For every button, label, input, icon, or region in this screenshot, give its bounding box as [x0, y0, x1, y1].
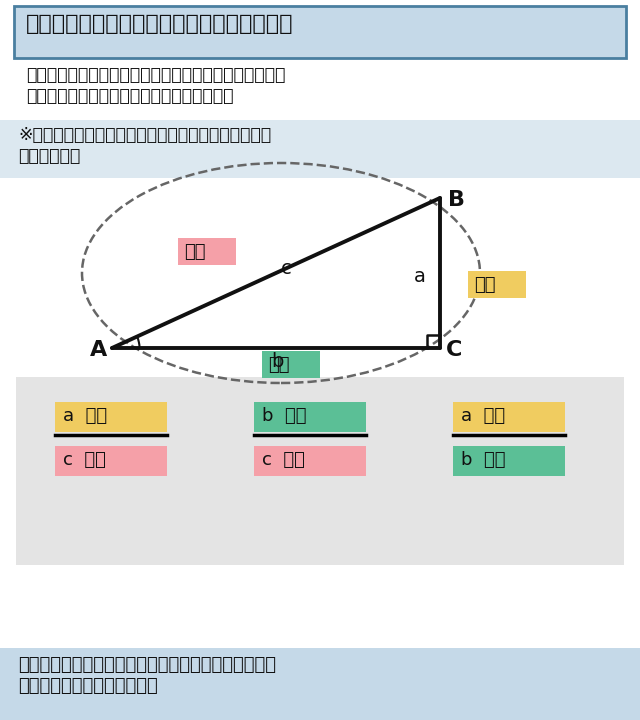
- Bar: [55, 446, 167, 476]
- Text: C: C: [446, 340, 462, 360]
- Text: 直角三角形の３辺のうち、２辺の比の値を考えたとき、
以下の３通りの比の値を得ることができる。: 直角三角形の３辺のうち、２辺の比の値を考えたとき、 以下の３通りの比の値を得るこ…: [26, 66, 285, 105]
- Bar: [55, 402, 167, 432]
- Text: b: b: [271, 352, 284, 371]
- Bar: [0, 180, 640, 370]
- Text: 斜辺: 斜辺: [184, 243, 205, 261]
- Text: これらの比の値はまとめて「三角比」と呼ばれ、相似
の関係にあれば等しくなる。: これらの比の値はまとめて「三角比」と呼ばれ、相似 の関係にあれば等しくなる。: [18, 656, 276, 695]
- Text: a  高さ: a 高さ: [63, 407, 107, 425]
- Bar: [453, 446, 565, 476]
- Bar: [453, 402, 565, 432]
- Text: b  底辺: b 底辺: [262, 407, 307, 425]
- Text: 三角比：直角三角形の２辺の比の値のこと。: 三角比：直角三角形の２辺の比の値のこと。: [26, 14, 294, 34]
- Bar: [0, 120, 640, 178]
- Bar: [254, 402, 366, 432]
- Bar: [0, 60, 640, 118]
- Text: 底辺: 底辺: [268, 356, 289, 374]
- Bar: [178, 238, 236, 265]
- Text: a  高さ: a 高さ: [461, 407, 505, 425]
- Text: c  斜辺: c 斜辺: [262, 451, 305, 469]
- Text: c: c: [281, 259, 292, 278]
- Text: 高さ: 高さ: [474, 276, 495, 294]
- Bar: [16, 377, 624, 565]
- Text: ※比の値とは、ａ：ｂの比をａ／ｂという分数の形で
表したもの。: ※比の値とは、ａ：ｂの比をａ／ｂという分数の形で 表したもの。: [18, 126, 271, 165]
- Text: A: A: [90, 340, 108, 360]
- Bar: [468, 271, 526, 298]
- Bar: [0, 648, 640, 720]
- Bar: [254, 446, 366, 476]
- Text: a: a: [414, 267, 426, 286]
- Text: c  斜辺: c 斜辺: [63, 451, 106, 469]
- Text: B: B: [448, 190, 465, 210]
- Text: b  底辺: b 底辺: [461, 451, 506, 469]
- Bar: [14, 6, 626, 58]
- Bar: [262, 351, 320, 378]
